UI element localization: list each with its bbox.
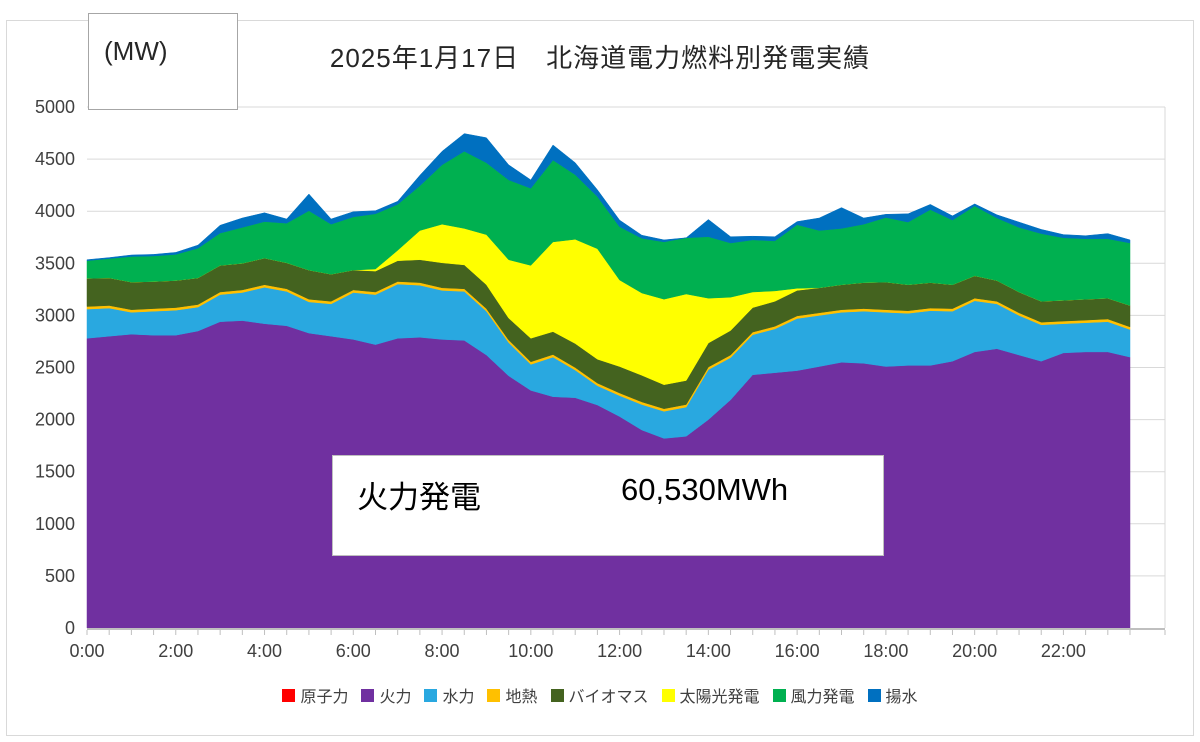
y-axis-labels: 0 500 1000 1500 2000 2500 3000 3500 4000 4500 5000 (35, 97, 75, 638)
legend-swatch-wind (772, 688, 786, 702)
legend-item-hydro: 水力 (424, 683, 474, 707)
legend-item-wind: 風力発電 (772, 683, 855, 707)
legend-swatch-solar (661, 688, 675, 702)
legend-item-pumped: 揚水 (867, 683, 918, 707)
y-tick-label: 0 (65, 618, 75, 638)
x-tick-label: 4:00 (247, 641, 282, 661)
y-axis-unit-label: (MW) (104, 36, 168, 66)
y-tick-label: 4000 (35, 201, 75, 221)
annotation-series-label: 火力発電 (357, 480, 481, 515)
legend-swatch-nuclear (282, 688, 296, 702)
x-tick-label: 16:00 (775, 641, 820, 661)
y-tick-label: 500 (45, 566, 75, 586)
y-tick-label: 2500 (35, 358, 75, 378)
legend-label-wind: 風力発電 (790, 689, 855, 706)
y-tick-label: 1500 (35, 462, 75, 482)
y-tick-label: 3500 (35, 253, 75, 273)
chart-title: 2025年1月17日 北海道電力燃料別発電実績 (329, 43, 871, 73)
legend-label-solar: 太陽光発電 (679, 689, 760, 706)
legend-label-geothermal: 地熱 (505, 689, 538, 706)
legend-item-thermal: 火力 (361, 683, 411, 707)
legend-label-biomass: バイオマス (568, 689, 649, 706)
y-tick-label: 1000 (35, 514, 75, 534)
chart-outer-border (6, 20, 1194, 736)
series-area-pumped (86, 133, 1131, 261)
x-tick-label: 2:00 (158, 641, 193, 661)
legend-label-thermal: 火力 (379, 689, 412, 706)
legend-label-pumped: 揚水 (885, 689, 918, 706)
legend-item-solar: 太陽光発電 (661, 683, 760, 707)
legend-label-nuclear: 原子力 (300, 689, 349, 706)
legend-swatch-geothermal (487, 688, 501, 702)
legend-swatch-thermal (361, 688, 375, 702)
legend-label-hydro: 水力 (442, 689, 475, 706)
y-tick-label: 4500 (35, 149, 75, 169)
legend-item-geothermal: 地熱 (487, 683, 538, 707)
x-tick-label: 8:00 (425, 641, 460, 661)
x-tick-label: 12:00 (597, 641, 642, 661)
x-tick-label: 6:00 (336, 641, 371, 661)
x-tick-label: 20:00 (952, 641, 997, 661)
x-tick-label: 22:00 (1041, 641, 1086, 661)
x-tick-label: 14:00 (686, 641, 731, 661)
x-tick-label: 10:00 (508, 641, 553, 661)
legend-item-nuclear: 原子力 (282, 683, 348, 707)
y-tick-label: 2000 (35, 410, 75, 430)
y-tick-label: 5000 (35, 97, 75, 117)
legend-swatch-hydro (424, 688, 438, 702)
legend-swatch-pumped (867, 688, 881, 702)
legend: 原子力 火力 水力 地熱 バイオマス 太陽光発電 風力発電 揚水 (0, 682, 1200, 708)
y-tick-label: 3000 (35, 305, 75, 325)
legend-swatch-biomass (550, 688, 564, 702)
y-axis-unit-box: (MW) (88, 13, 238, 110)
x-tick-label: 0:00 (69, 641, 104, 661)
annotation-box: 火力発電 60,530MWh (332, 455, 884, 556)
annotation-value: 60,530MWh (621, 472, 789, 507)
x-axis-labels: 0:00 2:00 4:00 6:00 8:00 10:00 12:00 14:00 16:00… (69, 641, 1085, 661)
x-tick-label: 18:00 (863, 641, 908, 661)
legend-item-biomass: バイオマス (550, 683, 649, 707)
x-axis-ticks (86, 630, 1166, 635)
